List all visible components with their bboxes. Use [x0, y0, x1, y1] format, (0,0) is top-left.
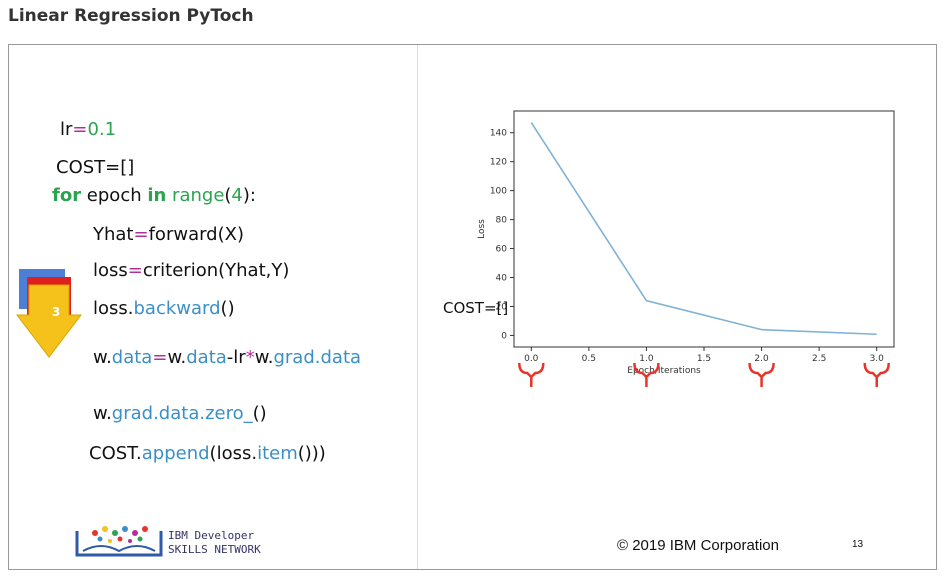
code-token: COST.	[89, 443, 142, 464]
y-tick-label: 0	[501, 331, 507, 341]
code-token: ()))	[297, 443, 326, 464]
code-token: =	[152, 347, 168, 368]
down-arrow-icon	[15, 284, 83, 358]
y-tick-label: 100	[490, 187, 507, 197]
code-token: criterion(Yhat,Y)	[142, 260, 290, 281]
code-token: data	[111, 347, 153, 368]
code-token: ()	[252, 403, 267, 424]
y-tick-label: 60	[496, 245, 508, 255]
highlight-brace-mark	[633, 362, 660, 387]
code-line-lr: lr=0.1	[60, 119, 116, 140]
logo-line-1: IBM Developer	[168, 529, 255, 542]
code-token: ):	[242, 185, 256, 206]
code-token: 4	[231, 185, 243, 206]
code-keyword: in	[147, 185, 167, 206]
copyright-text: © 2019 IBM Corporation	[617, 537, 779, 554]
x-axis-label: Epoch/Iterations	[627, 366, 701, 376]
code-token: COST=[]	[56, 157, 135, 178]
y-tick-label: 80	[496, 216, 508, 226]
code-line-append: COST.append(loss.item()))	[89, 443, 326, 464]
code-token: data	[186, 347, 227, 368]
slide-divider	[417, 45, 418, 569]
logo-text: IBM Developer SKILLS NETWORK	[168, 529, 261, 557]
code-token: =	[72, 119, 88, 140]
animation-step-icon[interactable]: 3	[9, 267, 89, 367]
y-tick-label: 140	[490, 129, 507, 139]
y-tick-label: 40	[496, 274, 508, 284]
slide: lr=0.1 COST=[] for epoch in range(4): Yh…	[8, 44, 937, 570]
x-tick-label: 1.5	[697, 354, 711, 364]
code-token: -lr	[226, 347, 246, 368]
highlight-brace-mark	[863, 362, 890, 387]
code-token: (loss.	[209, 443, 258, 464]
code-token: lr	[60, 119, 73, 140]
code-token: w.	[93, 403, 112, 424]
y-tick-label: 120	[490, 158, 507, 168]
code-token: append	[141, 443, 210, 464]
code-token: w.	[167, 347, 187, 368]
loss-series-line	[530, 122, 877, 336]
code-line-cost-init: COST=[]	[56, 157, 134, 178]
code-line-backward: loss.backward()	[93, 298, 235, 319]
code-keyword: for	[52, 185, 82, 206]
highlight-brace-mark	[748, 362, 775, 387]
code-token: epoch	[81, 185, 148, 206]
page-title: Linear Regression PyToch	[8, 6, 254, 26]
code-line-yhat: Yhat=forward(X)	[93, 224, 244, 245]
x-tick-label: 1.0	[639, 354, 654, 364]
code-line-zero-grad: w.grad.data.zero_()	[93, 403, 267, 424]
code-token: loss.	[93, 298, 134, 319]
x-tick-label: 3.0	[870, 354, 885, 364]
code-token: (	[224, 185, 232, 206]
code-token: grad.data	[273, 347, 362, 368]
ibm-skills-network-logo	[75, 526, 163, 557]
code-token: range	[166, 185, 225, 206]
animation-badge-number: 3	[52, 305, 60, 319]
code-token: =	[133, 224, 149, 245]
x-tick-label: 2.0	[754, 354, 769, 364]
x-tick-label: 0.5	[582, 354, 596, 364]
slide-number: 13	[852, 539, 864, 550]
code-line-for: for epoch in range(4):	[52, 185, 256, 206]
highlight-brace-mark	[518, 362, 545, 387]
code-line-update: w.data=w.data-lr*w.grad.data	[93, 347, 361, 368]
code-line-loss: loss=criterion(Yhat,Y)	[93, 260, 289, 281]
cost-annotation: COST=[]	[443, 299, 509, 317]
code-token: forward(X)	[148, 224, 244, 245]
code-token: Yhat	[93, 224, 134, 245]
code-token: =	[127, 260, 143, 281]
x-tick-label: 0.0	[524, 354, 539, 364]
code-token: w.	[93, 347, 112, 368]
logo-line-2: SKILLS NETWORK	[168, 543, 261, 556]
code-token: ()	[220, 298, 235, 319]
plot-frame	[513, 110, 895, 348]
code-token: w.	[254, 347, 274, 368]
code-token: loss	[93, 260, 128, 281]
y-tick-label: 20	[496, 302, 508, 312]
code-token: item	[257, 443, 298, 464]
code-token: 0.1	[87, 119, 117, 140]
loss-chart: 0 20 40 60 80 100 120 140 0.0 0.5 1.0 1.5 2.0 2.5 3.0…	[477, 110, 895, 387]
code-token: backward	[133, 298, 221, 319]
code-token: grad.data.zero_	[111, 403, 253, 424]
code-token: *	[245, 347, 255, 368]
x-tick-label: 2.5	[812, 354, 826, 364]
y-axis-label: Loss	[477, 219, 487, 239]
